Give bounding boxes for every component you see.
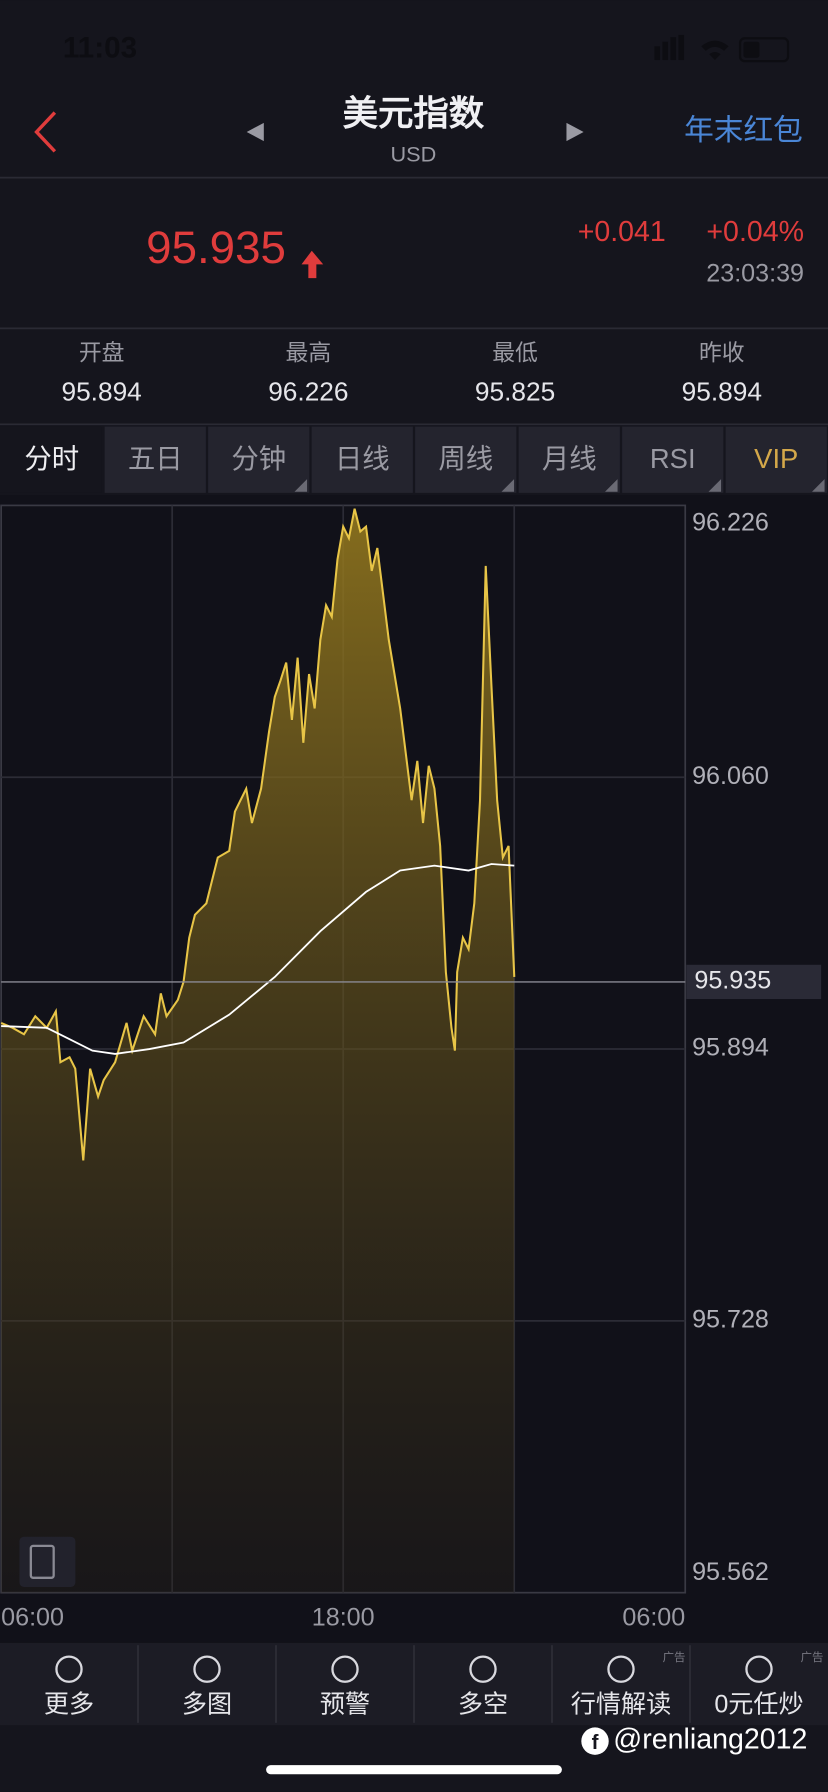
tab-label: 月线 [542,443,597,474]
nav-icon [193,1655,221,1683]
nav-label: 多空 [458,1690,508,1718]
back-button[interactable] [34,111,57,153]
stat-value: 95.825 [475,376,555,406]
y-tick-label: 95.728 [692,1305,769,1333]
tab[interactable] [208,426,310,493]
next-arrow[interactable] [566,122,584,142]
tab-label: 分钟 [231,443,286,474]
current-price-label: 95.935 [694,967,771,995]
tab[interactable] [311,426,413,493]
header-subtitle: USD [391,142,437,167]
status-time: 11:03 [63,32,137,65]
y-tick-label: 96.226 [692,508,769,536]
price: 95.935 [146,222,286,273]
tab[interactable] [725,426,827,493]
x-tick-label: 06:00 [622,1604,685,1632]
change-pct: +0.04% [706,216,804,248]
quote-time: 23:03:39 [706,259,804,287]
stat-label: 最低 [492,340,538,366]
home-indicator [266,1765,562,1775]
current-price-box [686,964,822,1000]
stat-label: 昨收 [699,340,745,366]
stat-value: 95.894 [682,376,762,406]
stats: 开盘 95.894 最高 96.226 最低 95.825 昨收 95.894 [0,340,828,426]
chart: 06:00 18:00 06:0095.56295.72895.89496.0609… [0,505,822,1632]
tab-corner [501,479,515,492]
prev-arrow[interactable] [246,122,264,142]
tab-label: 日线 [335,443,390,474]
tab[interactable] [415,426,517,493]
tab-label: 周线 [438,443,493,474]
x-tick-label: 06:00 [1,1604,64,1632]
nav-label: 行情解读 [571,1690,671,1718]
tab-label: 五日 [128,443,183,474]
nav-label: 多图 [182,1690,232,1718]
ad-tag: 广告 [663,1651,686,1664]
header-action[interactable]: 年末红包 [684,114,803,147]
stat-value: 96.226 [268,376,348,406]
y-tick-label: 96.060 [692,762,769,790]
tab-corner [812,479,825,492]
tab-corner [708,479,722,492]
nav-icon [745,1655,773,1683]
tab[interactable] [518,426,620,493]
tab[interactable] [622,426,724,493]
tabs: 分时 五日 分钟 日线 周线 月线 RSI VIP [0,426,827,493]
y-tick-label: 95.562 [692,1558,769,1586]
price-area [1,508,515,1593]
rotate-icon [29,1544,55,1579]
average-line [1,863,515,1055]
x-tick-label: 18:00 [312,1604,375,1632]
nav-icon [55,1655,83,1683]
rotate-button[interactable] [19,1536,76,1587]
nav-icon [331,1655,359,1683]
status-icons [654,34,790,63]
nav-label: 预警 [320,1690,370,1718]
change: +0.041 [578,216,666,248]
price-line [0,508,516,1161]
nav: 更多 多图 预警 多空 行情解读 广告 0元任炒 广告 [44,1645,824,1723]
nav-icon [607,1655,635,1683]
ad-tag: 广告 [801,1651,824,1664]
svg-text:f: f [592,1731,599,1754]
watermark: @renliang2012 [613,1724,807,1756]
nav-label: 0元任炒 [714,1690,803,1718]
tab[interactable] [104,426,206,493]
header-title: 美元指数 [343,93,485,133]
nav-label: 更多 [44,1690,94,1718]
tab-label: VIP [754,443,798,474]
tab-corner [605,479,618,492]
stat-label: 最高 [286,340,332,366]
nav-icon [469,1655,497,1683]
tab-corner [294,479,308,492]
watermark-icon: f [581,1727,609,1755]
up-arrow [301,250,324,279]
stat-label: 开盘 [79,340,125,366]
y-tick-label: 95.894 [692,1034,769,1062]
stat-value: 95.894 [61,376,141,406]
tab[interactable] [0,426,102,493]
tab-label: 分时 [24,443,79,474]
tab-label: RSI [650,443,696,474]
